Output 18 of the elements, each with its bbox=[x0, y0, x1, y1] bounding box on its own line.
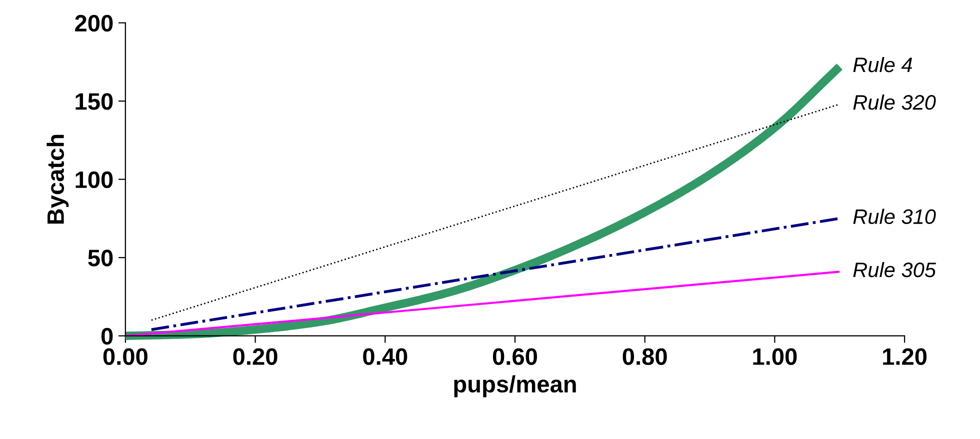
series-label: Rule 310 bbox=[853, 208, 936, 224]
y-tick-label: 150 bbox=[76, 93, 113, 110]
x-tick-label: 1.20 bbox=[883, 348, 927, 365]
x-axis-title: pups/mean bbox=[454, 375, 576, 398]
x-tick-label: 0.40 bbox=[363, 348, 408, 365]
series-label: Rule 4 bbox=[853, 56, 912, 72]
y-axis-title: Bycatch bbox=[46, 134, 69, 224]
x-tick-label: 0.20 bbox=[233, 348, 278, 365]
x-tick-label: 1.00 bbox=[753, 348, 797, 365]
y-tick-label: 200 bbox=[75, 14, 113, 32]
y-tick-label: 0 bbox=[101, 328, 113, 345]
y-tick-label: 50 bbox=[88, 250, 113, 266]
series-label: Rule 305 bbox=[853, 262, 936, 278]
x-tick-label: 0.60 bbox=[492, 348, 537, 365]
y-tick-label: 100 bbox=[76, 171, 113, 188]
x-tick-label: 0.00 bbox=[103, 348, 148, 365]
x-tick-label: 0.80 bbox=[622, 348, 667, 365]
series-label: Rule 320 bbox=[853, 94, 936, 110]
